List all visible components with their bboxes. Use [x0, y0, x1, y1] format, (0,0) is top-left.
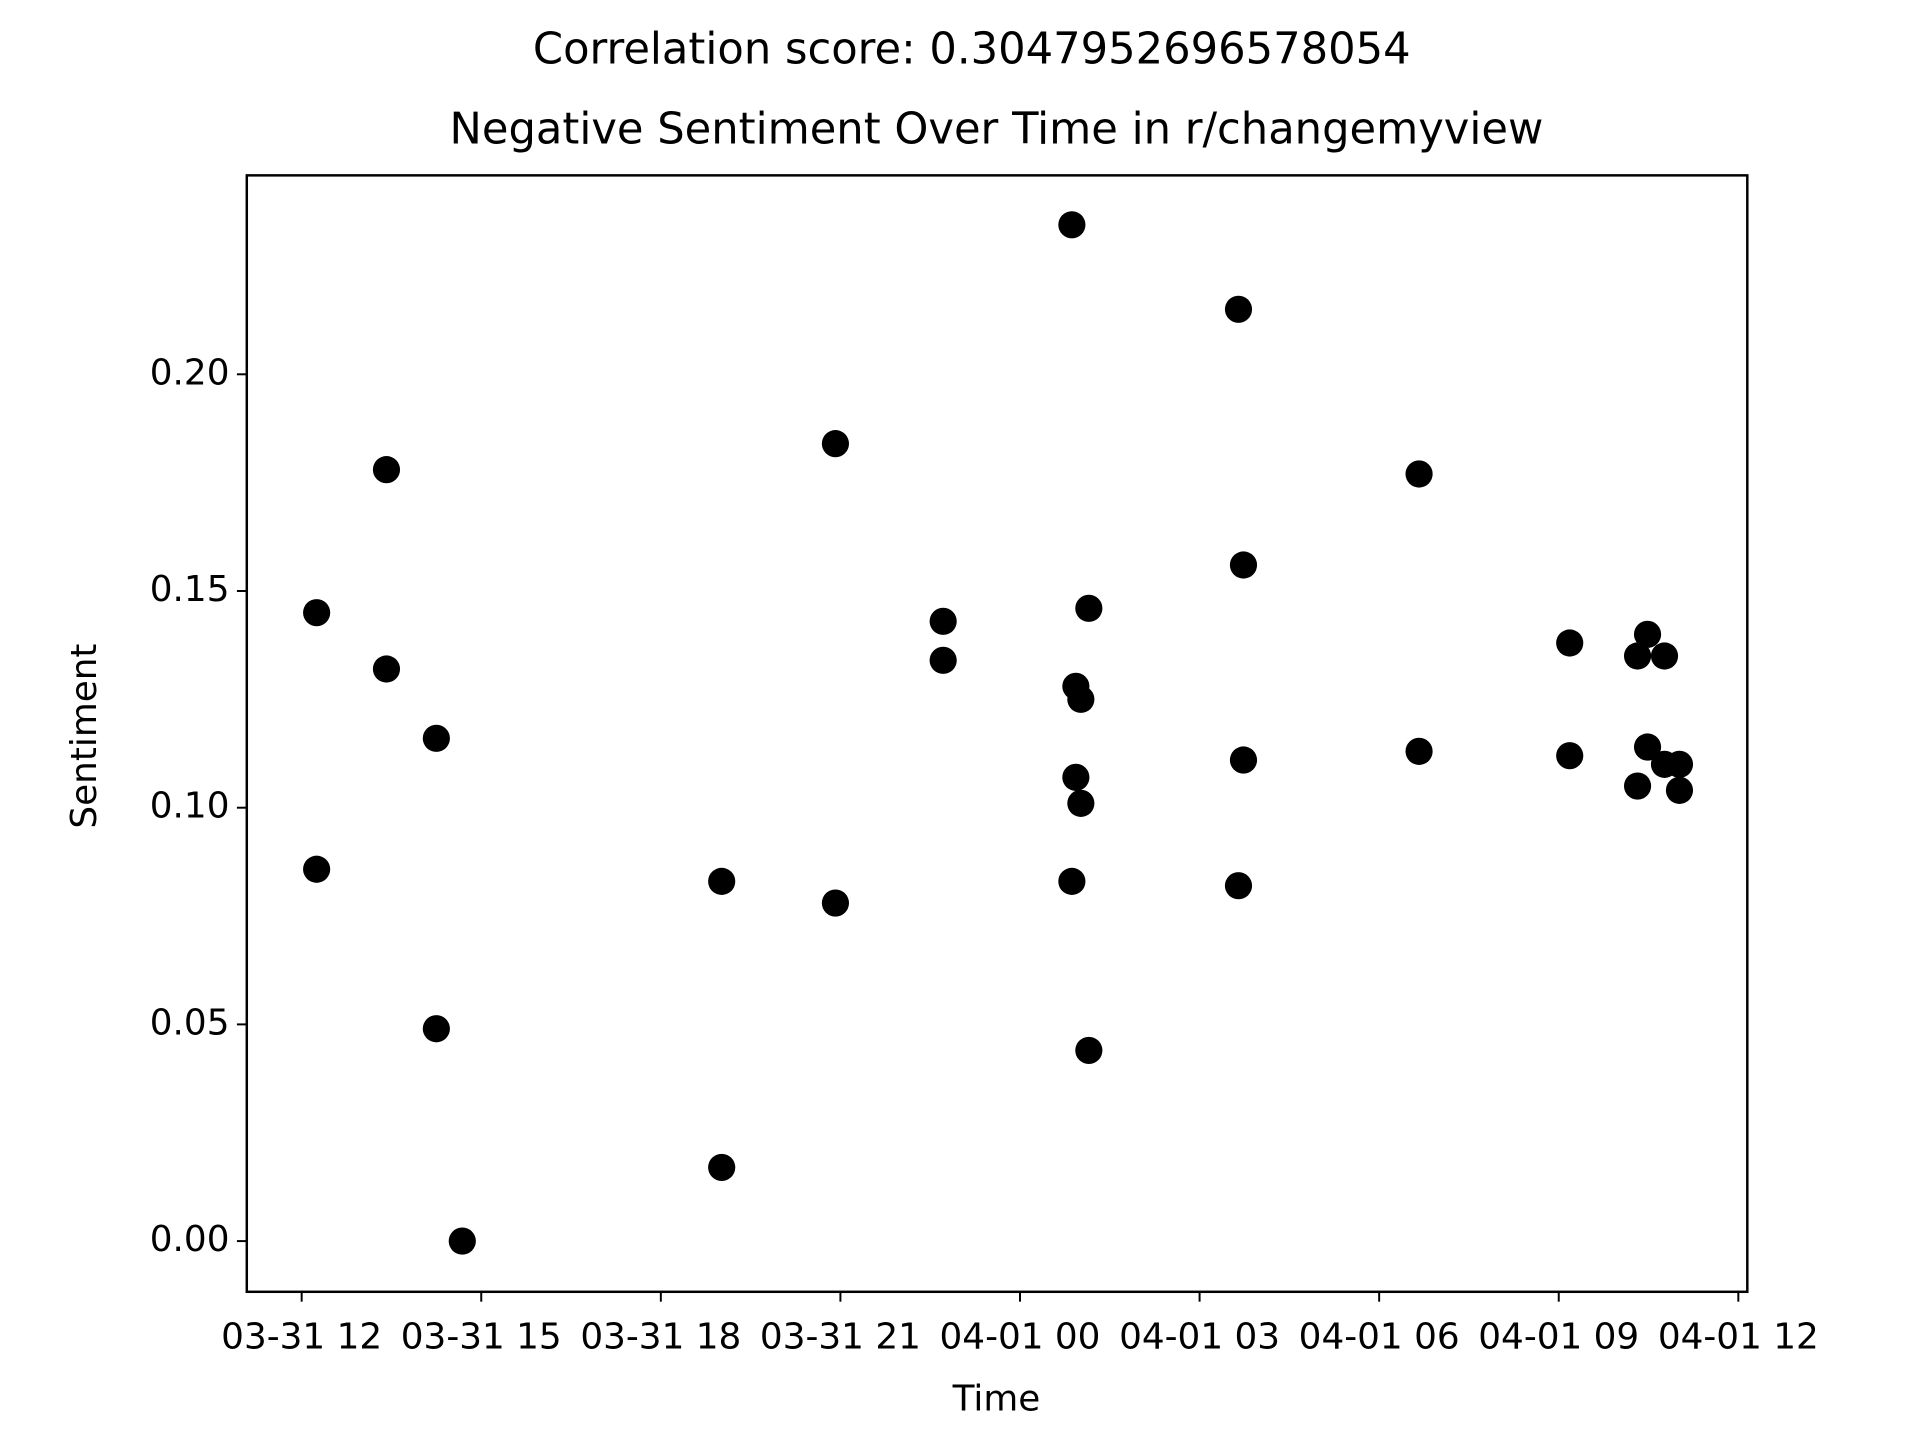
point	[1062, 763, 1090, 791]
point	[1075, 594, 1103, 622]
suptitle: Correlation score: 0.3047952696578054	[533, 24, 1411, 74]
point	[1229, 746, 1258, 774]
plot-frame	[245, 174, 1749, 1294]
x-tick-label: 03-31 21	[760, 1317, 921, 1358]
point	[1556, 742, 1584, 770]
point	[1058, 867, 1086, 895]
point	[708, 1153, 736, 1182]
point	[1623, 642, 1652, 670]
y-tick-label: 0.20	[150, 352, 230, 393]
point	[1224, 872, 1253, 900]
y-tick-label: 0.00	[150, 1219, 230, 1260]
point	[372, 456, 401, 484]
x-tick-label: 04-01 00	[940, 1317, 1101, 1358]
point	[1067, 789, 1095, 817]
point	[1075, 1036, 1103, 1064]
x-tick-label: 03-31 15	[401, 1317, 562, 1358]
point	[422, 1015, 450, 1043]
point	[1633, 733, 1662, 761]
x-tick-label: 03-31 18	[580, 1317, 741, 1358]
point	[1229, 551, 1258, 579]
y-tick-label: 0.15	[150, 569, 230, 610]
point	[422, 724, 450, 752]
x-tick-label: 04-01 09	[1478, 1317, 1639, 1358]
point	[1405, 737, 1433, 765]
point	[1405, 460, 1433, 488]
point	[1633, 620, 1662, 648]
x-tick-label: 03-31 12	[221, 1317, 382, 1358]
point	[1665, 750, 1694, 778]
point	[929, 646, 957, 674]
point	[1650, 642, 1679, 670]
point	[1067, 685, 1095, 713]
point	[1058, 211, 1086, 239]
point	[708, 867, 736, 895]
x-axis-label: Time	[952, 1378, 1041, 1419]
point	[1665, 776, 1694, 804]
point	[303, 599, 331, 627]
x-tick-label: 04-01 06	[1299, 1317, 1460, 1358]
point	[1556, 629, 1584, 657]
point	[1224, 295, 1253, 323]
y-tick-label: 0.05	[150, 1002, 230, 1043]
point	[1623, 772, 1652, 800]
point	[448, 1227, 476, 1255]
point	[929, 607, 957, 635]
chart-title: Negative Sentiment Over Time in r/change…	[450, 105, 1544, 155]
x-tick-label: 04-01 12	[1658, 1317, 1819, 1358]
y-tick-label: 0.10	[150, 786, 230, 827]
point	[303, 855, 331, 883]
point	[821, 430, 850, 458]
point	[821, 889, 850, 917]
x-tick-label: 04-01 03	[1119, 1317, 1280, 1358]
point	[372, 655, 401, 683]
y-axis-label: Sentiment	[64, 644, 105, 829]
